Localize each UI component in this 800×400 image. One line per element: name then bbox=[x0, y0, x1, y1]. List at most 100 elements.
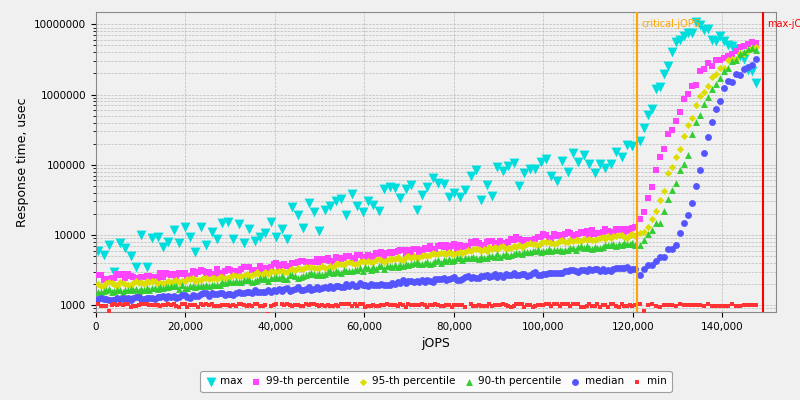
median bbox=[615, 265, 628, 271]
95-th percentile bbox=[197, 274, 210, 281]
median bbox=[750, 55, 762, 62]
min bbox=[678, 302, 690, 308]
99-th percentile bbox=[135, 274, 148, 280]
90-th percentile bbox=[586, 246, 598, 252]
99-th percentile bbox=[483, 237, 496, 244]
95-th percentile bbox=[678, 132, 690, 139]
90-th percentile bbox=[442, 256, 455, 262]
max bbox=[658, 71, 670, 78]
median bbox=[181, 294, 194, 300]
min bbox=[615, 301, 628, 308]
median bbox=[633, 272, 646, 278]
90-th percentile bbox=[132, 288, 145, 295]
95-th percentile bbox=[165, 279, 178, 286]
95-th percentile bbox=[210, 276, 223, 282]
99-th percentile bbox=[434, 242, 447, 249]
95-th percentile bbox=[586, 237, 598, 244]
90-th percentile bbox=[738, 48, 750, 55]
median bbox=[348, 283, 361, 290]
90-th percentile bbox=[294, 274, 307, 280]
min bbox=[299, 301, 312, 308]
max bbox=[216, 220, 229, 226]
99-th percentile bbox=[200, 272, 213, 278]
min bbox=[578, 304, 590, 310]
90-th percentile bbox=[702, 94, 714, 100]
min bbox=[513, 301, 526, 307]
min bbox=[558, 301, 571, 307]
90-th percentile bbox=[698, 101, 710, 107]
max bbox=[162, 239, 174, 245]
95-th percentile bbox=[116, 280, 129, 286]
median bbox=[545, 269, 558, 276]
90-th percentile bbox=[354, 264, 366, 271]
min bbox=[122, 301, 134, 307]
90-th percentile bbox=[140, 284, 153, 291]
min bbox=[205, 301, 218, 308]
99-th percentile bbox=[208, 272, 221, 278]
max bbox=[405, 182, 418, 188]
min bbox=[98, 303, 110, 309]
median bbox=[281, 285, 294, 291]
95-th percentile bbox=[407, 253, 420, 260]
99-th percentile bbox=[534, 234, 547, 240]
max bbox=[572, 159, 585, 165]
95-th percentile bbox=[378, 258, 390, 265]
99-th percentile bbox=[437, 244, 450, 250]
min bbox=[138, 301, 150, 307]
min bbox=[248, 301, 261, 307]
90-th percentile bbox=[750, 47, 762, 54]
99-th percentile bbox=[726, 51, 738, 57]
max bbox=[432, 180, 445, 186]
min bbox=[591, 301, 604, 308]
95-th percentile bbox=[594, 235, 606, 242]
max bbox=[534, 159, 547, 166]
99-th percentile bbox=[348, 257, 361, 263]
median bbox=[494, 272, 506, 278]
95-th percentile bbox=[726, 56, 738, 62]
95-th percentile bbox=[454, 249, 466, 256]
90-th percentile bbox=[321, 269, 334, 275]
99-th percentile bbox=[235, 266, 248, 272]
90-th percentile bbox=[157, 285, 170, 291]
90-th percentile bbox=[173, 285, 186, 292]
90-th percentile bbox=[529, 248, 542, 254]
99-th percentile bbox=[132, 276, 145, 282]
99-th percentile bbox=[316, 255, 329, 262]
90-th percentile bbox=[246, 278, 258, 285]
95-th percentile bbox=[275, 268, 288, 274]
max bbox=[286, 204, 299, 210]
95-th percentile bbox=[326, 263, 339, 270]
99-th percentile bbox=[666, 126, 678, 133]
95-th percentile bbox=[604, 235, 617, 241]
median bbox=[305, 287, 318, 293]
median bbox=[205, 290, 218, 297]
min bbox=[370, 303, 382, 310]
median bbox=[742, 64, 754, 70]
min bbox=[545, 302, 558, 309]
90-th percentile bbox=[588, 244, 601, 250]
median bbox=[734, 72, 746, 78]
95-th percentile bbox=[545, 240, 558, 246]
90-th percentile bbox=[424, 260, 437, 267]
90-th percentile bbox=[119, 287, 132, 294]
90-th percentile bbox=[458, 255, 471, 262]
min bbox=[235, 301, 248, 307]
max bbox=[140, 264, 153, 270]
90-th percentile bbox=[165, 283, 178, 290]
99-th percentile bbox=[205, 271, 218, 277]
90-th percentile bbox=[202, 282, 215, 289]
median bbox=[618, 265, 630, 271]
90-th percentile bbox=[151, 286, 164, 292]
90-th percentile bbox=[610, 243, 622, 250]
99-th percentile bbox=[202, 269, 215, 276]
min bbox=[726, 301, 738, 308]
median bbox=[332, 283, 345, 290]
90-th percentile bbox=[483, 253, 496, 259]
99-th percentile bbox=[116, 271, 129, 277]
99-th percentile bbox=[381, 250, 394, 256]
90-th percentile bbox=[154, 284, 166, 290]
min bbox=[389, 301, 402, 308]
99-th percentile bbox=[210, 266, 223, 272]
95-th percentile bbox=[372, 256, 385, 262]
median bbox=[297, 287, 310, 293]
